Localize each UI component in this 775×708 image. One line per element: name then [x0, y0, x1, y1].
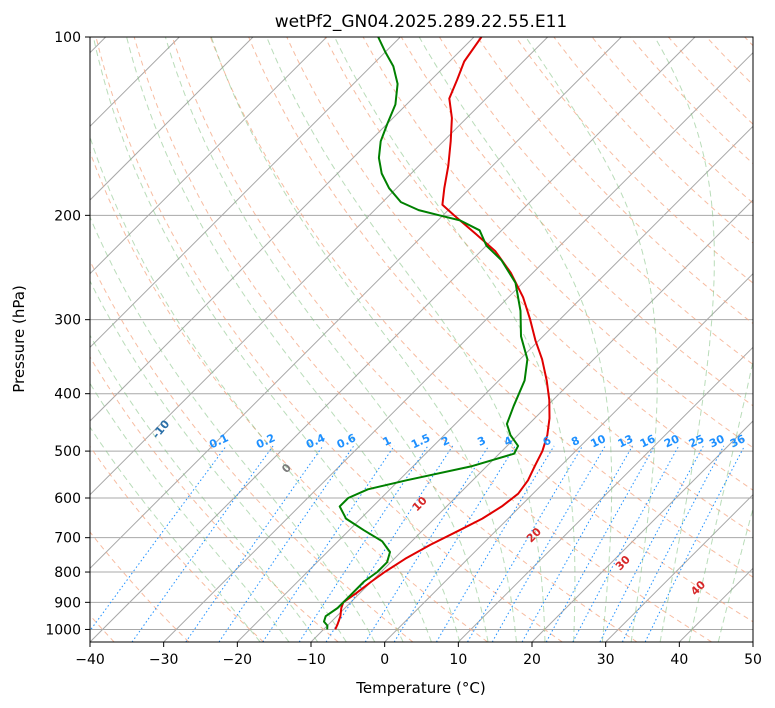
y-tick-label: 700 — [54, 531, 81, 547]
x-axis-label: Temperature (°C) — [355, 679, 485, 697]
x-tick-label: 20 — [523, 652, 541, 668]
mixing-ratio-line-8 — [467, 445, 584, 642]
moist-adiabat-36 — [654, 37, 715, 642]
isotherm--40 — [90, 37, 696, 642]
mixing-ratio-label: 20 — [662, 432, 682, 450]
mixing-ratio-label: 25 — [687, 432, 706, 450]
isotherm--90 — [90, 37, 328, 275]
isotherm-0 — [384, 272, 753, 642]
dry-adiabat-110 — [438, 37, 753, 366]
y-tick-label: 400 — [54, 387, 81, 403]
mixing-ratio-line-1.5 — [298, 445, 429, 642]
moist-adiabat-28 — [418, 37, 613, 642]
dry-adiabat-70 — [286, 37, 753, 534]
moist-adiabat--4 — [90, 215, 376, 642]
mixing-ratio-line-36 — [644, 445, 746, 642]
mixing-ratio-label: 10 — [589, 432, 609, 450]
y-tick-label: 500 — [54, 444, 81, 460]
y-axis-label: Pressure (hPa) — [10, 285, 28, 393]
isotherm--20 — [236, 125, 753, 642]
temperature-line — [334, 37, 551, 630]
y-tick-label: 300 — [54, 313, 81, 329]
isotherm-10 — [457, 346, 753, 642]
y-tick-label: 100 — [54, 30, 81, 46]
mixing-ratio-line-6 — [435, 445, 555, 642]
x-tick-label: −10 — [296, 652, 326, 668]
mixing-ratio-line-3 — [364, 445, 490, 642]
plot-area — [90, 37, 753, 642]
plot-frame — [89, 36, 754, 643]
mixing-ratio-line-2 — [325, 445, 454, 642]
mixing-ratio-line-0.2 — [131, 445, 274, 642]
moist-adiabat--20 — [90, 426, 261, 642]
isotherm--60 — [90, 37, 549, 496]
isotherm-20 — [531, 420, 753, 642]
dry-adiabat--10 — [90, 356, 339, 642]
y-tick-label: 800 — [54, 565, 81, 581]
moist-adiabat-12 — [164, 37, 489, 642]
moist-adiabat-32 — [525, 37, 658, 642]
moist-adiabat-44 — [717, 506, 753, 642]
mixing-ratio-line-16 — [545, 445, 656, 642]
moist-adiabat-0 — [90, 135, 404, 642]
x-tick-label: 50 — [744, 652, 762, 668]
mixing-ratio-line-0.4 — [185, 445, 324, 642]
moist-adiabat-24 — [334, 37, 576, 642]
moist-adiabat-4 — [92, 37, 432, 642]
x-tick-label: 30 — [597, 652, 615, 668]
dry-adiabat-0 — [90, 259, 414, 642]
y-tick-label: 200 — [54, 208, 81, 224]
isotherm--30 — [163, 51, 753, 642]
mixing-ratio-line-0.6 — [218, 445, 355, 642]
isotherm--50 — [90, 37, 622, 570]
dry-adiabat-20 — [95, 37, 563, 642]
x-tick-label: −30 — [149, 652, 179, 668]
dry-adiabat-90 — [362, 37, 753, 449]
y-tick-label: 1000 — [45, 622, 81, 638]
dry-adiabat-30 — [133, 37, 638, 642]
dry-adiabat-50 — [210, 37, 753, 623]
mixing-ratio-line-4 — [393, 445, 516, 642]
dry-adiabat-80 — [324, 37, 753, 491]
x-tick-label: 40 — [670, 652, 688, 668]
y-tick-label: 900 — [54, 595, 81, 611]
mixing-ratio-line-13 — [521, 445, 633, 642]
dry-adiabat-100 — [400, 37, 753, 407]
moist-adiabat--16 — [90, 382, 290, 642]
isotherm--80 — [90, 37, 401, 349]
x-tick-label: 0 — [380, 652, 389, 668]
moist-adiabat-8 — [126, 37, 461, 642]
isotherm--70 — [90, 37, 475, 422]
moist-adiabat--12 — [90, 334, 319, 642]
mixing-ratio-label: 30 — [707, 432, 727, 450]
y-axis: 100 200 300 400 500 600 700 800 900 1000 — [45, 30, 90, 638]
x-axis: −40 −30 −20 −10 0 10 20 30 40 50 — [75, 642, 762, 668]
x-tick-label: −20 — [223, 652, 253, 668]
moist-adiabat-16 — [210, 37, 517, 642]
y-tick-label: 600 — [54, 491, 81, 507]
sounding-lines — [323, 37, 551, 630]
dry-adiabat-60 — [248, 37, 753, 578]
moist-adiabat-20 — [266, 37, 546, 642]
chart-title: wetPf2_GN04.2025.289.22.55.E11 — [275, 12, 567, 32]
x-tick-label: 10 — [449, 652, 467, 668]
mixing-ratio-line-1 — [262, 445, 395, 642]
mixing-ratio-line-30 — [621, 445, 725, 642]
mixing-ratio-label: 13 — [616, 432, 635, 450]
dewpoint-line — [323, 37, 529, 630]
mixing-ratio-label: 36 — [728, 432, 748, 450]
dry-adiabat--30 — [90, 531, 190, 642]
mixing-ratio-label: 16 — [638, 432, 658, 450]
x-tick-label: −40 — [75, 652, 105, 668]
isotherm-30 — [605, 493, 753, 642]
moist-adiabat-40 — [688, 358, 753, 642]
isotherm--100 — [90, 37, 254, 201]
